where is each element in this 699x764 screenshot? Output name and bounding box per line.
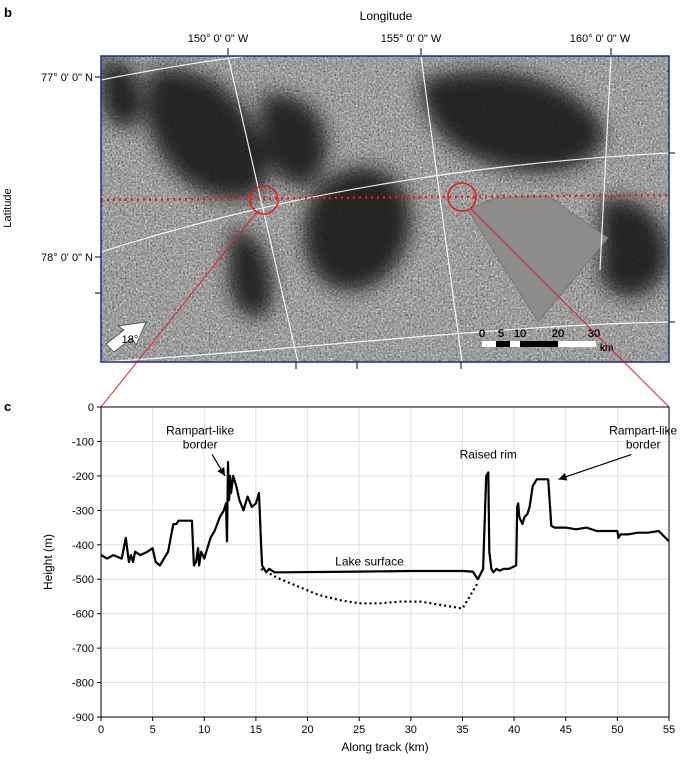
x-tick-label: 25 bbox=[353, 724, 365, 736]
y-tick-label: -200 bbox=[72, 471, 94, 483]
x-tick-label: 20 bbox=[301, 724, 313, 736]
longitude-tick-150w: 150° 0' 0" W bbox=[188, 33, 249, 45]
dark-lake-regions bbox=[101, 59, 669, 319]
x-tick-label: 45 bbox=[560, 724, 572, 736]
x-tick-label: 0 bbox=[98, 724, 104, 736]
latitude-tick-78n: 78° 0' 0" N bbox=[41, 252, 93, 264]
x-tick-label: 10 bbox=[198, 724, 210, 736]
scale-unit: km bbox=[600, 343, 613, 354]
annotation-text: border bbox=[183, 438, 218, 452]
track-crossing-circle-east bbox=[447, 182, 477, 212]
scale-bar: 0 5 10 20 30 km bbox=[479, 328, 614, 354]
y-tick-label: -600 bbox=[72, 609, 94, 621]
y-tick-label: -800 bbox=[72, 678, 94, 690]
longitude-tick-160w: 160° 0' 0" W bbox=[570, 33, 631, 45]
connector-line-west bbox=[100, 211, 258, 408]
annotation-arrowhead-icon bbox=[217, 466, 225, 476]
y-tick-label: 0 bbox=[88, 402, 94, 414]
x-tick-label: 5 bbox=[150, 724, 156, 736]
y-tick-label: -100 bbox=[72, 436, 94, 448]
y-tick-label: -300 bbox=[72, 505, 94, 517]
plot-frame bbox=[100, 406, 670, 718]
panel-c-label: c bbox=[4, 399, 11, 414]
scale-tick-10: 10 bbox=[514, 328, 526, 340]
scale-tick-30: 30 bbox=[588, 328, 600, 340]
y-axis-title: Height (m) bbox=[41, 534, 55, 590]
x-tick-label: 55 bbox=[663, 724, 675, 736]
lat-lon-grid bbox=[101, 56, 669, 362]
map-y-axis-title: Latitude bbox=[2, 188, 14, 227]
x-tick-label: 35 bbox=[456, 724, 468, 736]
annotation-text: Lake surface bbox=[335, 554, 404, 568]
scale-tick-5: 5 bbox=[498, 328, 504, 340]
panel-b-label: b bbox=[4, 5, 12, 20]
y-tick-label: -700 bbox=[72, 643, 94, 655]
y-tick-label: -500 bbox=[72, 574, 94, 586]
connector-line-east bbox=[470, 208, 670, 408]
scale-tick-20: 20 bbox=[552, 328, 564, 340]
annotation-text: Rampart-like bbox=[166, 424, 234, 438]
x-tick-label: 50 bbox=[611, 724, 623, 736]
annotation-text: border bbox=[626, 438, 661, 452]
y-tick-label: -400 bbox=[72, 540, 94, 552]
scale-tick-0: 0 bbox=[479, 328, 485, 340]
y-tick-label: -900 bbox=[72, 712, 94, 724]
north-arrow-icon bbox=[105, 321, 147, 353]
x-tick-label: 40 bbox=[508, 724, 520, 736]
annotation-arrow-line bbox=[558, 453, 632, 480]
surface-height-line bbox=[100, 461, 670, 581]
lake-surface-patch bbox=[467, 195, 609, 323]
x-axis-title: Along track (km) bbox=[341, 740, 428, 754]
north-arrow-label: 18° bbox=[122, 334, 139, 346]
radar-image: 18° 0 5 10 20 30 km bbox=[101, 56, 669, 362]
longitude-tick-155w: 155° 0' 0" W bbox=[381, 33, 442, 45]
map-x-axis-title: Longitude bbox=[360, 9, 413, 23]
elevation-profile-chart: 0 5 10 15 20 25 30 35 40 45 50 55 0 -100 -200 -300 -400 -… bbox=[41, 402, 678, 754]
annotation-text: Raised rim bbox=[460, 448, 517, 462]
map-tick-marks bbox=[95, 48, 675, 369]
annotation-arrowhead-icon bbox=[558, 472, 568, 481]
map-frame bbox=[100, 55, 670, 363]
x-tick-label: 30 bbox=[405, 724, 417, 736]
track-crossing-circle-west bbox=[249, 185, 279, 215]
lake-bottom-dotted-line bbox=[260, 567, 479, 610]
x-tick-label: 15 bbox=[250, 724, 262, 736]
annotation-text: Rampart-like bbox=[609, 424, 677, 438]
latitude-tick-77n: 77° 0' 0" N bbox=[41, 72, 93, 84]
